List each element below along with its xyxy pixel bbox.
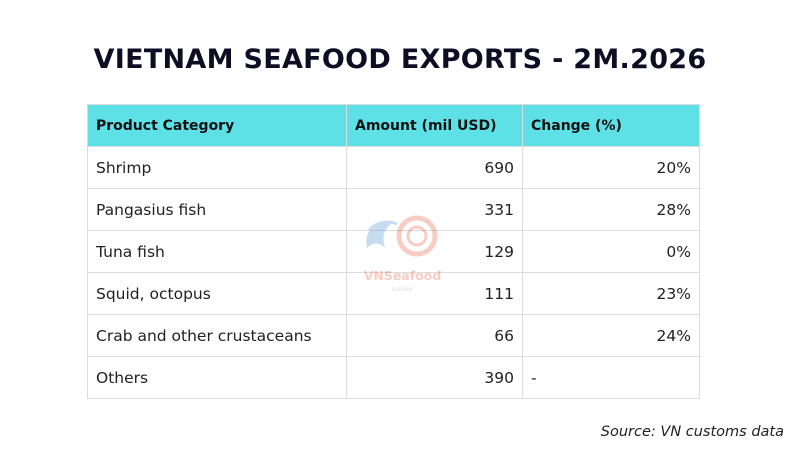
- table-row: Crab and other crustaceans 66 24%: [87, 314, 700, 357]
- amount-cell: 66: [346, 314, 523, 357]
- category-cell: Tuna fish: [87, 230, 347, 273]
- source-note: Source: VN customs data: [600, 424, 784, 440]
- table-row: Shrimp 690 20%: [87, 146, 700, 189]
- table-row: Pangasius fish 331 28%: [87, 188, 700, 231]
- amount-cell: 331: [346, 188, 523, 231]
- change-cell: 28%: [522, 188, 700, 231]
- change-cell: 24%: [522, 314, 700, 357]
- change-cell: 20%: [522, 146, 700, 189]
- category-cell: Others: [87, 356, 347, 399]
- change-cell: -: [522, 356, 700, 399]
- change-cell: 23%: [522, 272, 700, 315]
- category-cell: Crab and other crustaceans: [87, 314, 347, 357]
- column-header: Product Category: [87, 104, 347, 147]
- table-row: Others 390 -: [87, 356, 700, 399]
- amount-cell: 111: [346, 272, 523, 315]
- category-cell: Squid, octopus: [87, 272, 347, 315]
- table-row: Tuna fish 129 0%: [87, 230, 700, 273]
- category-cell: Pangasius fish: [87, 188, 347, 231]
- page-title: VIETNAM SEAFOOD EXPORTS - 2M.2026: [93, 44, 707, 75]
- table-header-row: Product Category Amount (mil USD) Change…: [87, 104, 700, 147]
- amount-cell: 129: [346, 230, 523, 273]
- change-cell: 0%: [522, 230, 700, 273]
- column-header: Change (%): [522, 104, 700, 147]
- amount-cell: 390: [346, 356, 523, 399]
- data-table: Product Category Amount (mil USD) Change…: [87, 104, 700, 399]
- category-cell: Shrimp: [87, 146, 347, 189]
- column-header: Amount (mil USD): [346, 104, 523, 147]
- amount-cell: 690: [346, 146, 523, 189]
- table-row: Squid, octopus 111 23%: [87, 272, 700, 315]
